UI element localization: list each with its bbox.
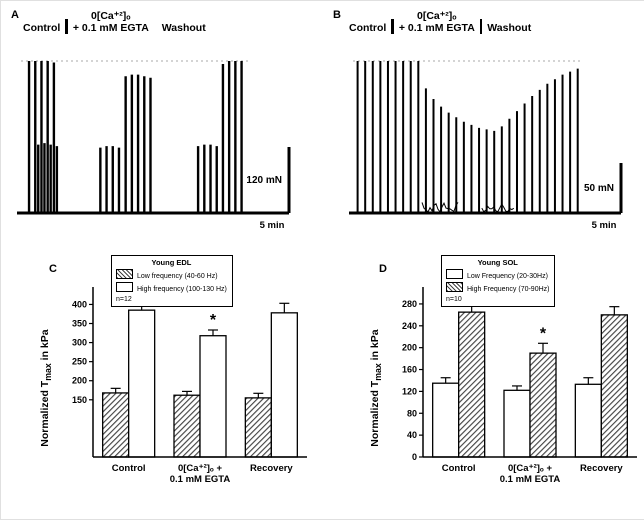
y-tick-label: 40 [407,430,417,440]
washout-label: Washout [161,21,206,34]
y-axis-label: Normalized Tmax in kPa [39,293,53,483]
y-axis-label-pre: Normalized T [368,380,381,447]
panel-d-chart-svg: Control 0[Ca⁺²]ₒ +0.1 mM EGTA Recovery 0 40 8… [402,287,637,485]
bar-high-freq [270,312,298,458]
x-category-label: Control [442,463,476,474]
y-tick-label: 280 [402,299,417,309]
y-tick-label: 160 [402,365,417,375]
condition-separator-bar [479,19,483,35]
legend-item: High Frequency (70-90Hz) [446,281,550,294]
y-tick-label: 150 [72,395,87,405]
x-category-label: 0[Ca⁺²]ₒ + [508,463,552,474]
panel-b-label: B [333,9,341,21]
baseline-noise [421,202,459,213]
control-label: Control [349,21,387,34]
bar-high-freq [529,352,557,458]
x-category-label: 0.1 mM EGTA [500,474,561,485]
panel-a-label: A [11,9,19,21]
y-tick-label: 0 [412,452,417,462]
bar-low-freq [503,389,531,458]
panel-b-trace-svg: 50 mN 5 min [349,60,623,231]
bar-high-freq [128,309,156,458]
legend-swatch-low [446,269,463,280]
time-scale-label: 5 min [260,220,285,231]
y-axis-label-sub: max [373,363,384,381]
y-axis-label: Normalized Tmax in kPa [369,293,383,483]
significance-asterisk: * [540,325,547,342]
legend-title: Young SOL [477,258,518,267]
panel-b: B Control 0[Ca⁺²]ₒ + 0.1 mM EGTA Washout… [327,5,643,249]
legend-label: Low frequency (40-60 Hz) [137,273,218,281]
legend-item: High frequency (100-130 Hz) [116,281,227,294]
panel-c-chart-svg: Control 0[Ca⁺²]ₒ +0.1 mM EGTA Recovery 150 2… [72,287,307,485]
panel-c-label: C [49,263,57,275]
x-category-label: Recovery [580,463,623,474]
panel-a: A Control 0[Ca⁺²]ₒ + 0.1 mM EGTA Washout… [5,5,321,249]
legend: Young SOL Low Frequency (20-30Hz) High F… [441,255,556,308]
x-category-label: 0.1 mM EGTA [170,474,231,485]
bar-low-freq [574,383,602,458]
baseline-noise [481,203,515,213]
x-category-label: Control [112,463,146,474]
legend-item: Low Frequency (20-30Hz) [446,269,549,281]
x-category-label: Recovery [250,463,293,474]
legend-swatch-low [116,269,133,280]
y-tick-label: 250 [72,357,87,367]
panel-d-label: D [379,263,387,275]
legend-label: High frequency (100-130 Hz) [137,285,227,293]
bar-low-freq [244,397,272,458]
significance-asterisk: * [210,312,217,329]
bar-high-freq [458,311,486,458]
y-tick-label: 80 [407,408,417,418]
y-tick-label: 400 [72,299,87,309]
y-axis-label-pre: Normalized T [38,380,51,447]
condition-separator-bar [65,19,68,35]
y-axis-label-post: in kPa [38,329,51,364]
panel-b-header: Control 0[Ca⁺²]ₒ + 0.1 mM EGTA Washout [349,10,532,35]
bar-low-freq [102,392,130,458]
legend-title: Young EDL [151,258,192,267]
legend-sample-size: n=12 [116,296,132,303]
egta-label: + 0.1 mM EGTA [72,21,149,34]
bar-low-freq [173,394,201,458]
x-category-label: 0[Ca⁺²]ₒ + [178,463,222,474]
legend-label: High Frequency (70-90Hz) [467,285,550,293]
legend: Young EDL Low frequency (40-60 Hz) High … [111,255,233,308]
panel-a-trace-svg: 120 mN 5 min [17,60,291,231]
bar-high-freq [199,335,227,458]
y-tick-label: 200 [402,343,417,353]
legend-item: Low frequency (40-60 Hz) [116,269,227,281]
y-axis-label-sub: max [43,363,54,381]
zero-calcium-label: 0[Ca⁺²]ₒ [417,10,457,22]
force-scale-label: 50 mN [584,183,614,194]
y-tick-label: 200 [72,376,87,386]
bar-low-freq [432,382,460,458]
condition-separator-bar [391,19,394,35]
time-scale-label: 5 min [592,220,617,231]
washout-label: Washout [487,21,532,34]
legend-swatch-high [446,281,463,292]
force-scale-label: 120 mN [246,175,282,186]
y-tick-label: 350 [72,319,87,329]
y-tick-label: 240 [402,321,417,331]
bar-high-freq [600,314,628,458]
zero-calcium-label: 0[Ca⁺²]ₒ [91,10,131,22]
panel-c: C Normalized Tmax in kPa Young EDL Low f… [23,253,319,517]
y-tick-label: 120 [402,386,417,396]
legend-label: Low Frequency (20-30Hz) [467,273,548,281]
legend-swatch-high [116,281,133,292]
legend-sample-size: n=10 [446,296,462,303]
egta-label: + 0.1 mM EGTA [398,21,475,34]
panel-d: D Normalized Tmax in kPa Young SOL Low F… [353,253,644,517]
y-axis-label-post: in kPa [368,329,381,364]
y-tick-label: 300 [72,338,87,348]
control-label: Control [23,21,61,34]
panel-a-header: Control 0[Ca⁺²]ₒ + 0.1 mM EGTA Washout [23,10,206,35]
condition-label-stack: 0[Ca⁺²]ₒ + 0.1 mM EGTA [72,10,149,34]
condition-label-stack: 0[Ca⁺²]ₒ + 0.1 mM EGTA [398,10,475,34]
